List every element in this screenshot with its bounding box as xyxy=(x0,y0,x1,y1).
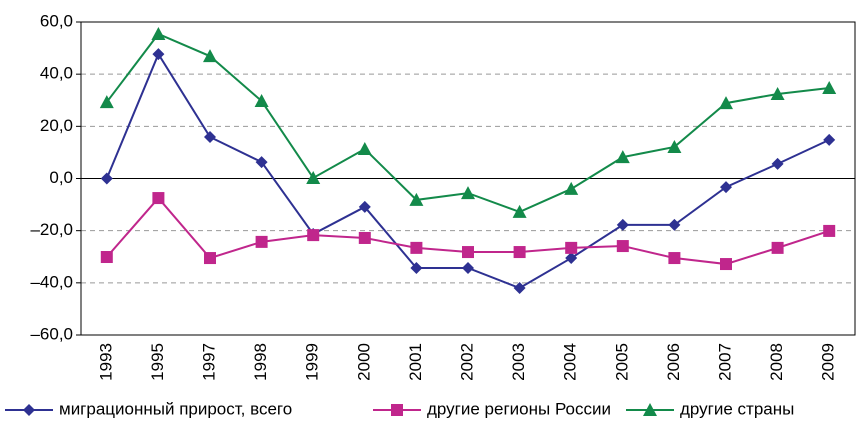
data-point xyxy=(564,181,579,195)
data-point xyxy=(823,133,836,146)
x-tick-label: 2007 xyxy=(715,343,734,381)
data-point xyxy=(461,186,475,200)
data-point xyxy=(410,241,423,254)
y-tick-label: –20,0 xyxy=(30,220,73,239)
legend-marker xyxy=(23,404,35,416)
data-point xyxy=(513,246,526,259)
data-point xyxy=(615,150,630,164)
y-tick-label: –60,0 xyxy=(30,324,73,343)
data-point xyxy=(357,142,372,156)
x-tick-label: 1997 xyxy=(199,343,218,381)
data-point xyxy=(152,48,165,61)
data-point xyxy=(719,96,733,110)
data-point xyxy=(668,252,681,265)
x-tick-label: 2009 xyxy=(819,343,838,381)
x-tick-label: 2008 xyxy=(767,343,786,381)
data-point xyxy=(203,49,217,63)
x-tick-label: 1998 xyxy=(251,343,270,381)
legend-marker xyxy=(643,403,657,416)
data-point xyxy=(462,246,474,259)
data-point xyxy=(204,252,216,265)
data-point xyxy=(151,26,166,40)
data-point xyxy=(255,235,268,248)
data-point xyxy=(720,258,732,271)
data-point xyxy=(512,204,527,218)
data-point xyxy=(513,282,526,295)
data-point xyxy=(771,157,784,170)
data-point xyxy=(565,252,578,265)
x-tick-label: 1995 xyxy=(148,343,167,381)
legend-label: другие регионы России xyxy=(427,399,611,418)
legend-label: другие страны xyxy=(680,399,794,418)
y-tick-label: 0,0 xyxy=(49,168,73,187)
x-tick-label: 2002 xyxy=(457,343,476,381)
x-tick-label: 2006 xyxy=(664,343,683,381)
data-point xyxy=(565,241,578,254)
data-point xyxy=(720,181,732,194)
data-point xyxy=(462,261,474,274)
data-point xyxy=(204,131,216,144)
x-tick-label: 2000 xyxy=(354,343,373,381)
data-point xyxy=(668,218,681,231)
plot-frame xyxy=(80,21,856,336)
y-tick-label: 60,0 xyxy=(40,11,73,30)
y-tick-label: 20,0 xyxy=(40,116,73,135)
legend-label: миграционный прирост, всего xyxy=(59,399,292,418)
data-point xyxy=(254,94,269,108)
legend-marker xyxy=(391,404,403,416)
data-point xyxy=(771,241,784,254)
x-tick-label: 2001 xyxy=(406,343,425,381)
data-point xyxy=(100,172,113,185)
x-tick-label: 1999 xyxy=(303,343,322,381)
data-point xyxy=(255,156,268,169)
x-tick-label: 2003 xyxy=(509,343,528,381)
data-point xyxy=(667,139,682,153)
data-point xyxy=(358,231,371,244)
x-tick-label: 2004 xyxy=(561,343,580,381)
data-point xyxy=(306,170,321,184)
data-point xyxy=(823,224,836,237)
data-point xyxy=(409,192,424,206)
data-point xyxy=(99,95,114,109)
data-point xyxy=(100,251,113,264)
data-point xyxy=(307,229,320,242)
data-point xyxy=(770,86,785,100)
x-tick-label: 2005 xyxy=(612,343,631,381)
x-tick-label: 1993 xyxy=(96,343,115,381)
data-point xyxy=(358,200,371,213)
data-point xyxy=(410,261,423,274)
data-point xyxy=(616,240,629,253)
data-point xyxy=(152,192,165,205)
y-tick-label: 40,0 xyxy=(40,64,73,83)
data-point xyxy=(616,218,629,231)
data-point xyxy=(822,80,837,94)
y-tick-label: –40,0 xyxy=(30,272,73,291)
